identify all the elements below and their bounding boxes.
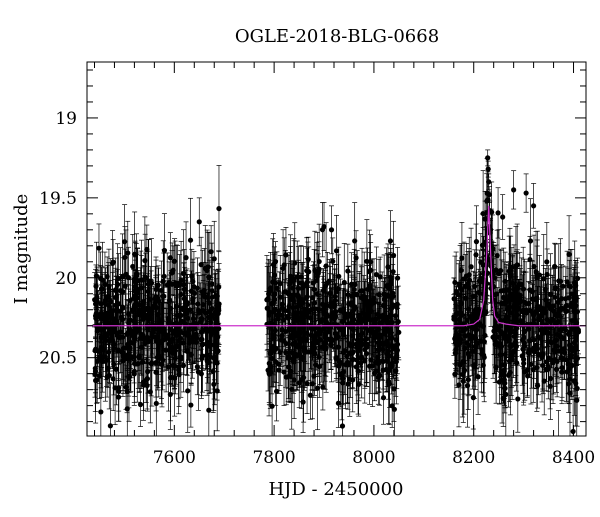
data-point [125, 406, 130, 411]
data-point [182, 287, 187, 292]
data-point [108, 423, 113, 428]
data-point [113, 287, 118, 292]
data-point [172, 363, 177, 368]
data-point [168, 306, 173, 311]
data-point [162, 274, 167, 279]
data-point [189, 273, 194, 278]
data-point [138, 402, 143, 407]
data-point [211, 382, 216, 387]
data-point [166, 364, 171, 369]
data-point [201, 302, 206, 307]
data-point [145, 289, 150, 294]
data-point [210, 288, 215, 293]
data-point [93, 284, 98, 289]
data-point [114, 367, 119, 372]
data-point [116, 394, 121, 399]
data-point [145, 369, 150, 374]
data-point [111, 362, 116, 367]
